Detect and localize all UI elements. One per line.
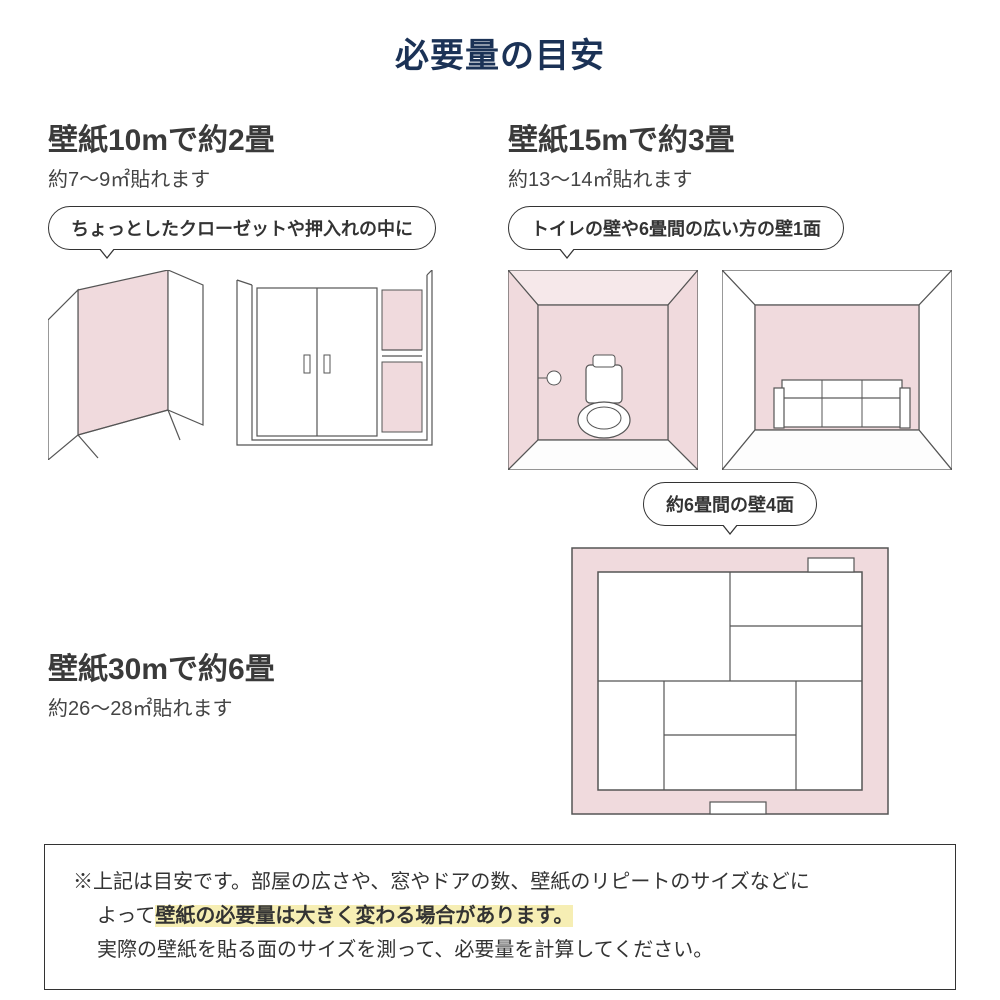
note-line-2-pre: よって [97, 905, 155, 927]
bubble-10m: ちょっとしたクローゼットや押入れの中に [48, 206, 436, 250]
page-title: 必要量の目安 [28, 28, 972, 77]
heading-10m: 壁紙10mで約2畳 [48, 115, 468, 159]
illus-row-10m [48, 270, 468, 460]
note-line-1: ※上記は目安です。部屋の広さや、窓やドアの数、壁紙のリピートのサイズなどに [73, 865, 927, 899]
sub-30m: 約26～28㎡貼れます [48, 692, 468, 721]
section-30m: 壁紙30mで約6畳 約26～28㎡貼れます [48, 564, 468, 735]
oshiire-icon [232, 270, 442, 460]
section-6jo: 約6畳間の壁4面 [508, 482, 952, 816]
note-line-2: よって壁紙の必要量は大きく変わる場合があります。 [73, 899, 927, 933]
section-15m: 壁紙15mで約3畳 約13～14㎡貼れます トイレの壁や6畳間の広い方の壁1面 [508, 115, 952, 470]
bubble-15m: トイレの壁や6畳間の広い方の壁1面 [508, 206, 844, 250]
note-line-3: 実際の壁紙を貼る面のサイズを測って、必要量を計算してください。 [73, 933, 927, 967]
room-wall-icon [722, 270, 952, 470]
section-10m: 壁紙10mで約2畳 約7～9㎡貼れます ちょっとしたクローゼットや押入れの中に [48, 115, 468, 470]
toilet-room-icon [508, 270, 698, 470]
sub-10m: 約7～9㎡貼れます [48, 163, 468, 192]
heading-30m: 壁紙30mで約6畳 [48, 644, 468, 688]
bubble-6jo: 約6畳間の壁4面 [643, 482, 817, 526]
illus-row-15m [508, 270, 952, 470]
closet-icon [48, 270, 208, 460]
floorplan-icon [570, 546, 890, 816]
note-box: ※上記は目安です。部屋の広さや、窓やドアの数、壁紙のリピートのサイズなどに よっ… [44, 844, 956, 990]
note-highlight: 壁紙の必要量は大きく変わる場合があります。 [155, 905, 573, 927]
heading-15m: 壁紙15mで約3畳 [508, 115, 952, 159]
sub-15m: 約13～14㎡貼れます [508, 163, 952, 192]
infographic-grid: 壁紙10mで約2畳 約7～9㎡貼れます ちょっとしたクローゼットや押入れの中に [28, 115, 972, 816]
